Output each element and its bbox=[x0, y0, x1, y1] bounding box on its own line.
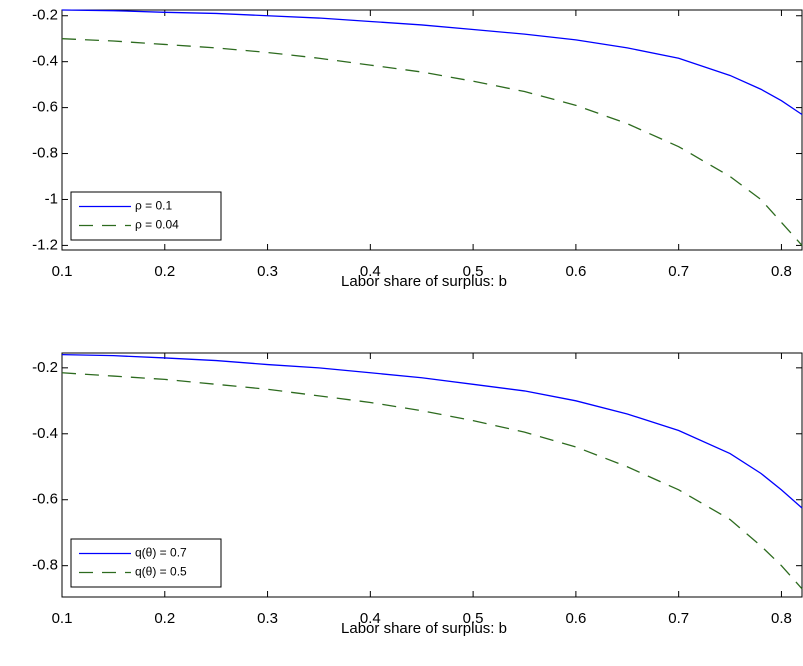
data-line bbox=[61, 9, 803, 116]
legend-box bbox=[70, 191, 222, 241]
x-tick-label: 0.7 bbox=[668, 263, 689, 280]
y-tick-label: -0.4 bbox=[32, 425, 58, 442]
subplot: 0.1 0.2 0.3 0.4 0.5 0.6 0.7 0.8 -0.2 -0.4 -0.6 -0.8… bbox=[32, 7, 803, 290]
y-tick-label: -0.8 bbox=[32, 145, 58, 162]
x-tick-label: 0.1 bbox=[52, 610, 73, 627]
x-tick-label: 0.3 bbox=[257, 610, 278, 627]
legend: q(θ) = 0.7 q(θ) = 0.5 bbox=[70, 538, 222, 588]
y-tick-label: -0.2 bbox=[32, 359, 58, 376]
legend-label: q(θ) = 0.7 bbox=[135, 546, 187, 560]
x-tick-label: 0.1 bbox=[52, 263, 73, 280]
legend-label: q(θ) = 0.5 bbox=[135, 565, 187, 579]
y-tick-label: -0.8 bbox=[32, 557, 58, 574]
x-axis-label: Labor share of surplus: b bbox=[341, 273, 507, 290]
y-tick-label: -0.4 bbox=[32, 53, 58, 70]
legend: ρ = 0.1 ρ = 0.04 bbox=[70, 191, 222, 241]
x-tick-label: 0.5 bbox=[463, 263, 484, 280]
x-tick-label: 0.6 bbox=[565, 263, 586, 280]
x-tick-label: 0.2 bbox=[154, 610, 175, 627]
x-tick-label: 0.4 bbox=[360, 263, 381, 280]
subplot: 0.1 0.2 0.3 0.4 0.5 0.6 0.7 0.8 -0.2 -0.4 -0.6 -0.8… bbox=[32, 352, 803, 637]
x-tick-label: 0.8 bbox=[771, 263, 792, 280]
x-tick-label: 0.5 bbox=[463, 610, 484, 627]
data-line bbox=[61, 353, 803, 509]
y-tick-label: -0.6 bbox=[32, 99, 58, 116]
data-line bbox=[61, 38, 803, 246]
x-tick-label: 0.2 bbox=[154, 263, 175, 280]
x-tick-label: 0.6 bbox=[565, 610, 586, 627]
legend-label: ρ = 0.04 bbox=[135, 218, 179, 232]
x-tick-label: 0.7 bbox=[668, 610, 689, 627]
x-tick-label: 0.4 bbox=[360, 610, 381, 627]
x-axis-label: Labor share of surplus: b bbox=[341, 620, 507, 637]
legend-label: ρ = 0.1 bbox=[135, 199, 173, 213]
x-tick-label: 0.8 bbox=[771, 610, 792, 627]
y-tick-label: -0.6 bbox=[32, 491, 58, 508]
y-tick-label: -1.2 bbox=[32, 236, 58, 253]
x-tick-label: 0.3 bbox=[257, 263, 278, 280]
data-line bbox=[61, 372, 803, 590]
y-tick-label: -1 bbox=[45, 190, 58, 207]
legend-box bbox=[70, 538, 222, 588]
y-tick-label: -0.2 bbox=[32, 7, 58, 24]
